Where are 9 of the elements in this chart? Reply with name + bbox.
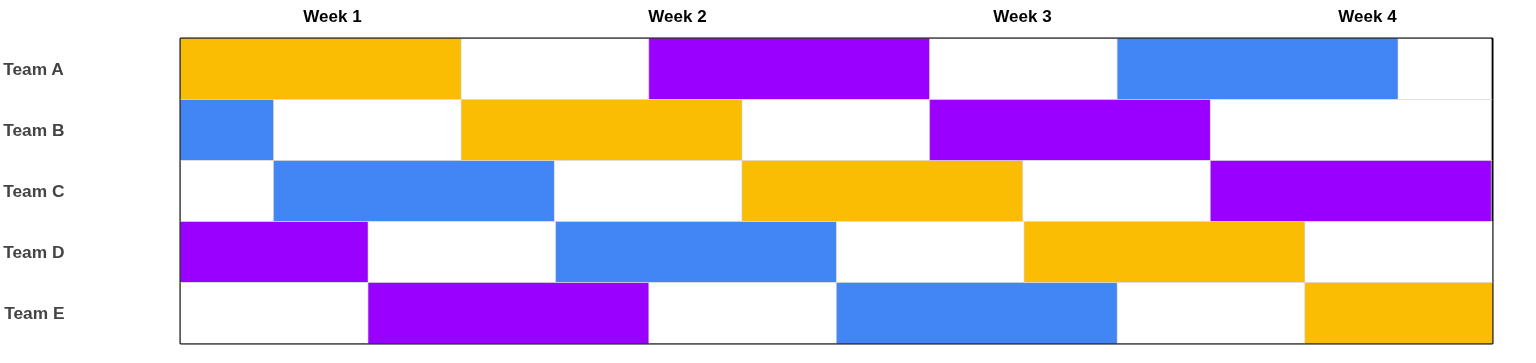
- text: Week 2: [648, 6, 707, 28]
- text: Week 1: [303, 6, 362, 28]
- text: Week 3: [993, 6, 1052, 28]
- text: Week 4: [1338, 6, 1397, 28]
- y-tick-label: Team A: [3, 59, 65, 79]
- y-tick-label: Team E: [4, 303, 65, 323]
- y-tick-label: Team C: [3, 181, 65, 201]
- y-tick-label: Team D: [3, 242, 65, 262]
- y-tick-label: Team B: [3, 120, 65, 140]
